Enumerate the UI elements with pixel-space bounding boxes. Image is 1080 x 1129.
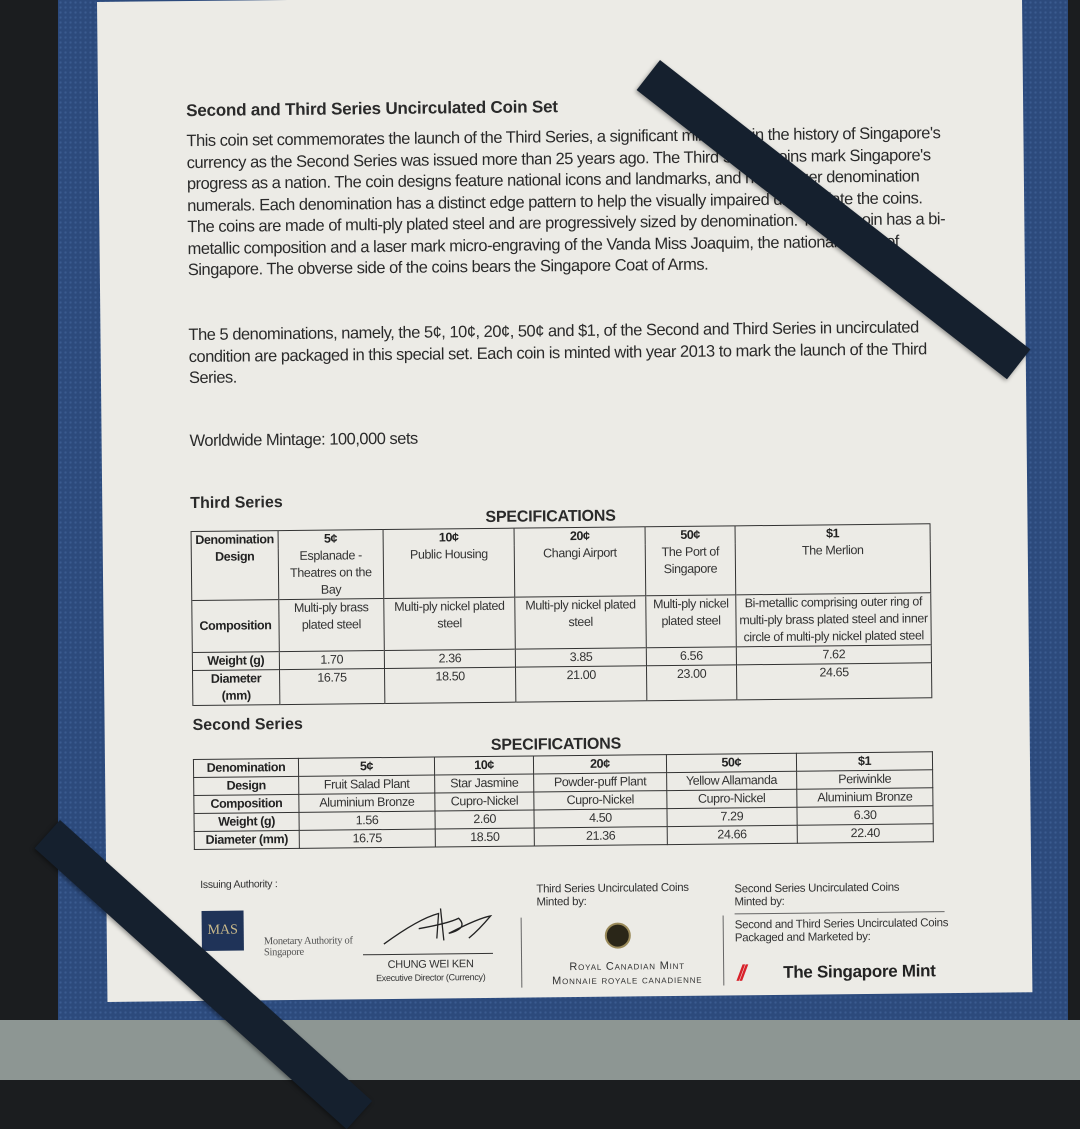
cell: $1 [735, 523, 931, 544]
cell: 23.00 [646, 664, 737, 701]
row-label: Weight (g) [192, 651, 280, 671]
cell: 4.50 [534, 808, 667, 828]
cell: 16.75 [299, 829, 436, 849]
cell: Multi-ply brass plated steel [278, 598, 385, 652]
cell: 5¢ [298, 757, 435, 777]
cell: 1.70 [279, 650, 385, 670]
second-series-table: Denomination 5¢ 10¢ 20¢ 50¢ $1 Design Fr… [193, 751, 934, 850]
cell: Multi-ply nickel plated steel [515, 595, 647, 650]
cell: 7.62 [736, 644, 932, 665]
cell: 20¢ [533, 754, 667, 774]
divider [734, 911, 945, 915]
signature-line [362, 952, 493, 956]
second-series-heading: Second Series [192, 715, 303, 735]
cell: Multi-ply nickel plated steel [383, 597, 516, 651]
cell: 21.00 [515, 665, 647, 703]
cell: 21.36 [534, 826, 667, 846]
cell: 18.50 [435, 827, 535, 848]
cell: 24.66 [666, 825, 798, 845]
table-row: Composition Multi-ply brass plated steel… [191, 592, 932, 653]
cell: Periwinkle [796, 769, 933, 790]
row-label: Diameter (mm) [192, 669, 280, 706]
packaged-label: Second and Third Series Uncirculated Coi… [734, 917, 949, 945]
second-spec-title: SPECIFICATIONS [490, 735, 622, 754]
cell: Changi Airport [514, 544, 646, 598]
cell: The Port of Singapore [645, 543, 736, 596]
cell: 6.56 [646, 646, 737, 666]
cell: 2.36 [384, 649, 516, 669]
mintage-text: Worldwide Mintage: 100,000 sets [189, 429, 418, 451]
cell: 50¢ [645, 525, 736, 545]
royal-canadian-mint-logo [604, 922, 631, 949]
certificate-sheet: Second and Third Series Uncirculated Coi… [97, 0, 1033, 1002]
cell: Cupro-Nickel [434, 791, 535, 812]
cell: Aluminium Bronze [298, 793, 435, 813]
divider [520, 917, 523, 988]
cell: Fruit Salad Plant [298, 775, 435, 795]
cell: $1 [796, 751, 933, 772]
cell: Star Jasmine [434, 773, 535, 794]
cell: Public Housing [383, 545, 516, 599]
singapore-mint-logo: // [737, 960, 744, 986]
background-surface [0, 1020, 1080, 1080]
third-series-table: Denomination 5¢ 10¢ 20¢ 50¢ $1 Design Es… [190, 523, 933, 707]
cell: 10¢ [382, 528, 515, 548]
row-label: Diameter (mm) [194, 830, 300, 850]
cell: Yellow Allamanda [666, 771, 797, 791]
second-minted-label: Second Series Uncirculated Coins Minted … [734, 881, 900, 909]
rcm-name-fr: Monnaie royale canadienne [552, 973, 703, 988]
cell: 50¢ [665, 753, 797, 773]
cell: Aluminium Bronze [796, 787, 933, 808]
cell: 16.75 [279, 668, 385, 705]
rcm-name-en: Royal Canadian Mint [569, 959, 685, 974]
cell: 20¢ [514, 526, 646, 546]
cell: 24.65 [736, 662, 932, 700]
mas-name: Monetary Authority of Singapore [263, 935, 353, 959]
table-row: Design Esplanade - Theatres on the Bay P… [191, 541, 931, 601]
issuing-authority-label: Issuing Authority : [200, 878, 278, 891]
row-label: Design [193, 776, 299, 796]
cell: 10¢ [434, 755, 534, 776]
cell: The Merlion [735, 541, 931, 595]
cell: 6.30 [797, 805, 934, 826]
singapore-mint-name: The Singapore Mint [783, 961, 936, 982]
row-label: Composition [193, 794, 299, 814]
third-minted-label: Third Series Uncirculated Coins Minted b… [536, 881, 689, 909]
third-spec-title: SPECIFICATIONS [485, 507, 616, 526]
signatory-title: Executive Director (Currency) [376, 971, 486, 984]
cell: Esplanade - Theatres on the Bay [278, 547, 384, 600]
cell: Powder-puff Plant [533, 772, 667, 792]
cell: Multi-ply nickel plated steel [645, 594, 737, 648]
cell: 5¢ [277, 529, 384, 549]
cell: 2.60 [434, 809, 535, 830]
cell: 22.40 [797, 823, 934, 844]
row-label: Weight (g) [194, 812, 300, 832]
cell: Cupro-Nickel [666, 789, 798, 809]
row-label: Design [191, 548, 279, 601]
cell: 7.29 [666, 807, 798, 827]
table-row: Diameter (mm) 16.75 18.50 21.00 23.00 24… [192, 662, 932, 706]
denominations-paragraph: The 5 denominations, namely, the 5¢, 10¢… [188, 318, 927, 388]
row-label: Denomination [191, 530, 279, 550]
cell: 3.85 [515, 647, 647, 668]
signature [383, 908, 493, 945]
third-series-heading: Third Series [190, 494, 283, 513]
cell: Cupro-Nickel [534, 790, 667, 810]
divider [722, 915, 725, 986]
cell: Bi-metallic comprising outer ring of mul… [735, 592, 932, 647]
row-label: Denomination [193, 758, 299, 778]
document-title: Second and Third Series Uncirculated Coi… [186, 97, 558, 121]
mas-logo: MAS [201, 910, 244, 951]
row-label: Composition [191, 599, 280, 653]
cell: 1.56 [298, 811, 436, 831]
cell: 18.50 [384, 667, 517, 704]
